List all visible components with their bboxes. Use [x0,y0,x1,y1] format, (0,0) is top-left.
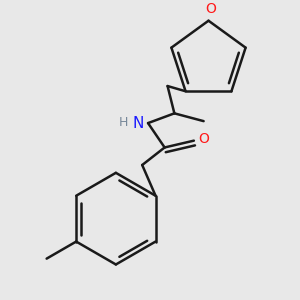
Text: O: O [205,2,216,16]
Text: N: N [133,116,144,130]
Text: H: H [119,116,128,129]
Text: O: O [198,132,209,146]
